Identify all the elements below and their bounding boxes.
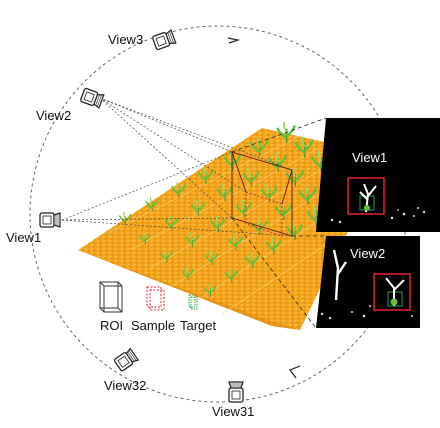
view3-label: View3 [108, 32, 143, 47]
view2-inset: View2 [316, 236, 420, 328]
view2-sample-box [373, 273, 411, 311]
legend-target-icon [188, 294, 198, 310]
legend-roi-label: ROI [100, 318, 123, 333]
projection-lines [231, 117, 327, 329]
camera-view32 [113, 347, 139, 373]
legend: ROI Sample Target [99, 281, 217, 333]
roi-box-field [231, 151, 293, 237]
camera-icon [79, 87, 105, 109]
view2-inset-title: View2 [350, 246, 385, 261]
view1-label: View1 [6, 230, 41, 245]
camera-view2 [79, 87, 105, 109]
view31-label: View31 [212, 404, 254, 419]
orbit-arrow-top [227, 37, 241, 44]
legend-sample-label: Sample [131, 318, 175, 333]
legend-sample-icon [146, 286, 165, 311]
camera-icon [228, 381, 244, 403]
orbit-arrow-bottom [289, 365, 301, 379]
camera-view3 [151, 29, 177, 51]
camera-view31 [228, 381, 244, 403]
camera-view1 [39, 212, 61, 228]
view32-label: View32 [104, 378, 146, 393]
legend-target-label: Target [180, 318, 217, 333]
camera-icon [113, 347, 139, 373]
camera-icon [151, 29, 177, 51]
camera-icon [39, 212, 61, 228]
view2-plant-left [332, 249, 347, 301]
view1-inset: View1 [316, 118, 440, 232]
view2-label: View2 [36, 108, 71, 123]
legend-roi-icon [99, 281, 123, 313]
sight-lines [61, 97, 293, 237]
view1-sample-box [347, 177, 385, 215]
view1-inset-title: View1 [352, 150, 387, 165]
